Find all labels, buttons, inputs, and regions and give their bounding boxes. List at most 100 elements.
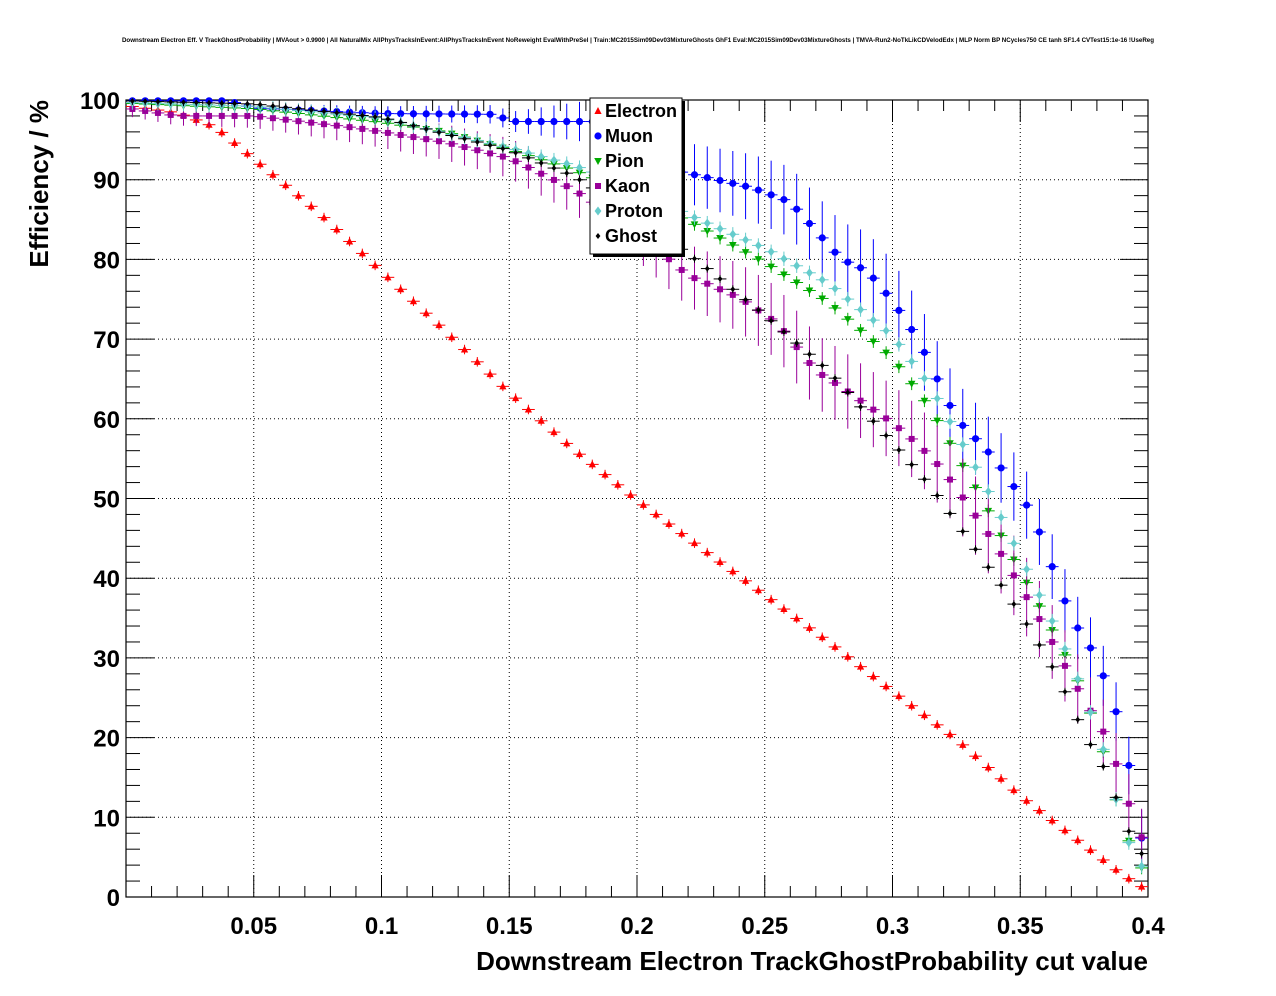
data-point [1011, 601, 1017, 608]
data-point [794, 340, 800, 347]
data-point [678, 529, 686, 537]
data-point [857, 397, 864, 404]
y-tick-label: 100 [80, 88, 120, 115]
data-point [499, 114, 507, 122]
data-point [717, 286, 724, 293]
data-point [282, 181, 290, 189]
data-point [703, 174, 711, 182]
data-point [1125, 874, 1133, 882]
legend-label-muon: Muon [605, 126, 653, 146]
data-point [1061, 826, 1069, 834]
data-point [934, 461, 941, 468]
data-point [1086, 644, 1095, 652]
data-point [397, 110, 405, 118]
data-point [218, 128, 226, 136]
legend-box [589, 97, 683, 255]
data-point [793, 205, 801, 213]
data-point [1010, 786, 1018, 794]
data-point [831, 642, 839, 650]
data-point [920, 348, 929, 356]
data-point [231, 112, 238, 119]
data-point [959, 421, 967, 430]
data-point [537, 416, 545, 424]
data-point [922, 476, 927, 483]
data-point [513, 149, 519, 156]
data-point [168, 98, 174, 105]
data-point [333, 225, 341, 233]
data-point [448, 333, 456, 341]
data-point [409, 110, 418, 118]
data-point [1099, 744, 1107, 754]
data-point [767, 247, 775, 257]
data-point [844, 294, 852, 304]
data-point [525, 164, 532, 171]
data-point [1061, 662, 1068, 669]
data-point [462, 135, 467, 142]
data-point [716, 224, 724, 234]
data-point [883, 415, 890, 422]
data-point [460, 110, 469, 118]
data-point [730, 286, 736, 293]
data-point [512, 394, 520, 402]
data-point [321, 121, 328, 128]
data-point [844, 258, 852, 266]
data-point [423, 125, 429, 132]
data-point [704, 280, 711, 287]
data-point [704, 265, 710, 272]
data-point [818, 234, 826, 242]
data-point [129, 97, 135, 104]
data-point [857, 305, 864, 315]
data-point [525, 148, 532, 158]
data-point [793, 614, 801, 622]
data-point [807, 351, 812, 358]
y-tick-label: 30 [93, 646, 120, 673]
data-point [818, 295, 827, 303]
data-point [767, 595, 775, 603]
data-point [500, 145, 506, 152]
data-point [473, 357, 481, 365]
data-point [435, 321, 443, 329]
data-point [422, 309, 430, 317]
data-point [1010, 482, 1018, 491]
axis-ticks: 0.05 0.1 0.15 0.2 0.25 0.3 0.35 0.4 0 10 20 30 40 50 6… [80, 88, 1165, 940]
data-point [537, 152, 545, 162]
data-point [371, 261, 379, 269]
y-axis-label: Efficiency / % [24, 100, 54, 268]
data-point [588, 460, 596, 468]
y-tick-label: 90 [93, 168, 120, 195]
data-point [372, 127, 379, 134]
data-point [1138, 834, 1145, 841]
data-point [345, 237, 354, 245]
data-point [946, 730, 954, 738]
data-point [856, 264, 865, 272]
data-point [1074, 674, 1082, 684]
data-point [308, 119, 315, 126]
data-point [998, 582, 1004, 589]
data-point [691, 213, 698, 223]
data-point [257, 113, 264, 120]
data-point [780, 196, 788, 204]
data-point [895, 425, 902, 432]
data-point [960, 528, 966, 535]
data-point [397, 285, 405, 293]
data-point [818, 633, 826, 641]
data-point [729, 291, 736, 298]
data-point [819, 371, 826, 378]
data-point [269, 115, 276, 122]
data-point [1048, 816, 1056, 824]
data-point [295, 118, 302, 125]
data-point [550, 117, 558, 126]
data-point [167, 111, 174, 118]
data-point [652, 510, 660, 518]
legend-marker-proton [594, 206, 602, 216]
data-point [601, 470, 609, 478]
data-point [908, 356, 916, 366]
data-point [780, 271, 788, 279]
data-point [384, 273, 392, 281]
data-point [920, 397, 929, 405]
data-point [1074, 624, 1082, 632]
data-point [1048, 616, 1056, 626]
data-point [181, 99, 186, 106]
data-point [716, 176, 724, 185]
legend-marker-electron [594, 107, 602, 114]
